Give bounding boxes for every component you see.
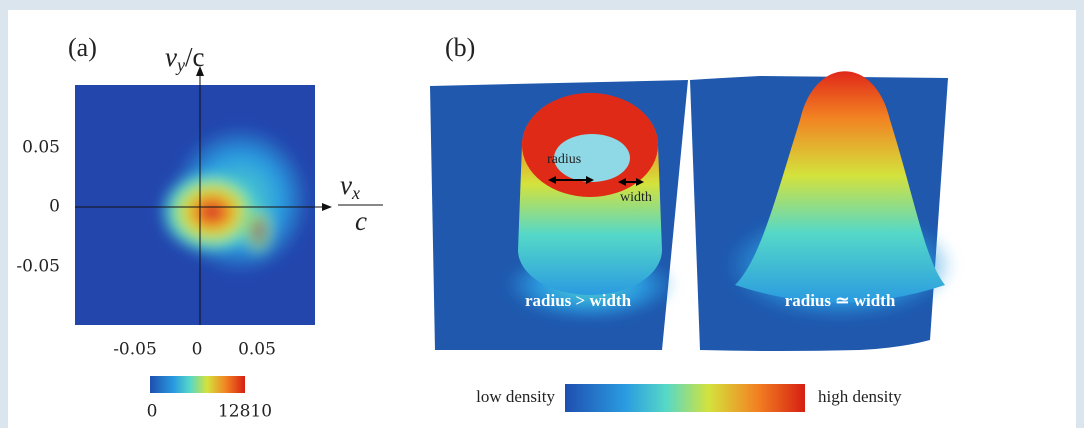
colorbar <box>565 384 805 412</box>
colorbar-high: high density <box>818 387 902 406</box>
y-tick-label: 0 <box>49 197 60 217</box>
panel-label: (a) <box>68 33 97 62</box>
surface-caption: radius ≃ width <box>785 291 896 310</box>
surface-caption: radius > width <box>525 291 632 310</box>
axis-arrow <box>322 203 332 211</box>
x-tick-label: 0 <box>192 340 203 360</box>
y-tick-label: -0.05 <box>16 257 60 277</box>
colorbar-max: 12810 <box>218 402 272 422</box>
x-tick-label: 0.05 <box>238 340 276 360</box>
x-tick-label: -0.05 <box>113 340 157 360</box>
ring-hole <box>554 134 630 182</box>
colorbar-low: low density <box>476 387 555 406</box>
annotation: width <box>620 190 652 205</box>
panel-label: (b) <box>445 33 475 62</box>
axis-arrow <box>196 66 204 76</box>
x-axis-label-denominator: c <box>355 206 367 236</box>
colorbar <box>150 376 245 393</box>
peak <box>735 71 945 303</box>
heatmap-density <box>157 125 310 275</box>
arrowheads <box>618 178 644 186</box>
y-axis-label: vy/c <box>165 42 204 75</box>
y-tick-label: 0.05 <box>22 138 60 158</box>
x-axis-label: vx <box>340 170 360 203</box>
colorbar-min: 0 <box>147 402 158 422</box>
annotation: radius <box>547 152 581 167</box>
